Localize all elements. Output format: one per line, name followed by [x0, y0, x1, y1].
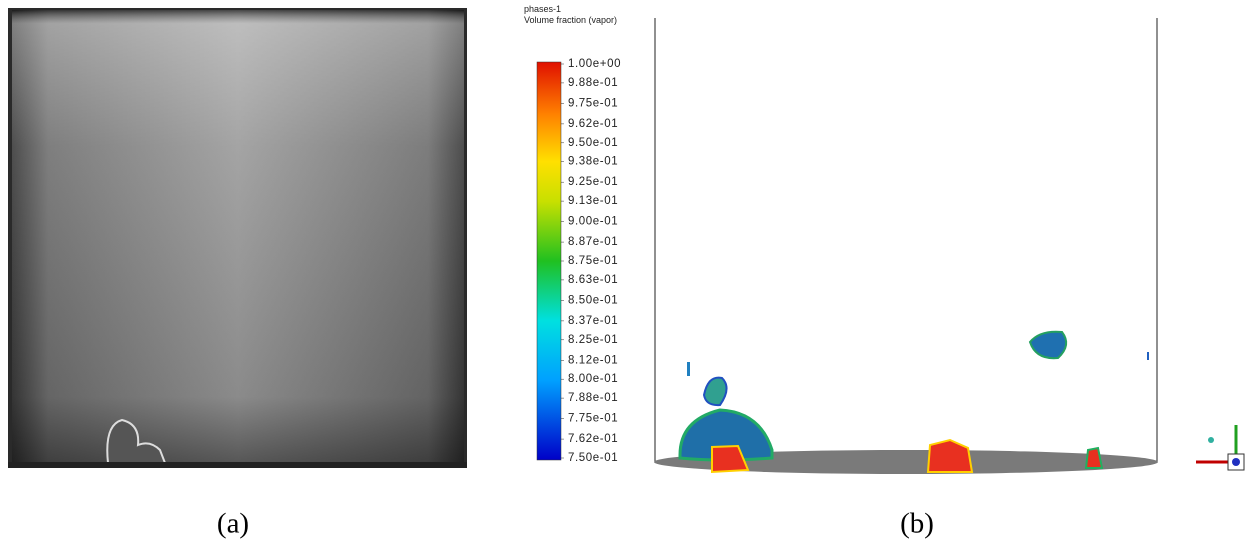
tick-label: 8.50e-01: [568, 294, 618, 306]
tick-label: 9.25e-01: [568, 176, 618, 188]
colorbar: [537, 62, 561, 460]
tick-label: 7.88e-01: [568, 392, 618, 404]
tick-label: 8.37e-01: [568, 315, 618, 327]
axis-triad: [1196, 425, 1244, 470]
tick-label: 9.75e-01: [568, 97, 618, 109]
tick-label: 8.63e-01: [568, 274, 618, 286]
tick-label: 7.75e-01: [568, 413, 618, 425]
tick-label: 9.00e-01: [568, 216, 618, 228]
tick-label: 8.12e-01: [568, 354, 618, 366]
tick-label: 9.38e-01: [568, 156, 618, 168]
tick-label: 7.62e-01: [568, 433, 618, 445]
tick-label: 8.00e-01: [568, 373, 618, 385]
tick-label: 8.75e-01: [568, 255, 618, 267]
simulation: [645, 5, 1165, 495]
colorbar-title: phases-1: [524, 4, 561, 14]
tick-label: 8.25e-01: [568, 334, 618, 346]
tick-label: 9.88e-01: [568, 77, 618, 89]
tick-label: 1.00e+00: [568, 58, 621, 70]
panel-label: (b): [900, 508, 934, 540]
colorbar-ticks: 1.00e+00 9.88e-01 9.75e-01 9.62e-01 9.50e-01…: [561, 58, 621, 464]
figure: phases-1 Volume fraction (vapor) 1.00e+0…: [0, 0, 1247, 553]
photo: [8, 8, 467, 468]
panel-label: (a): [217, 508, 249, 540]
tick-label: 9.13e-01: [568, 195, 618, 207]
colorbar-subtitle: Volume fraction (vapor): [524, 15, 617, 25]
tick-label: 8.87e-01: [568, 236, 618, 248]
tick-label: 7.50e-01: [568, 452, 618, 464]
tick-label: 9.50e-01: [568, 137, 618, 149]
tick-label: 9.62e-01: [568, 118, 618, 130]
